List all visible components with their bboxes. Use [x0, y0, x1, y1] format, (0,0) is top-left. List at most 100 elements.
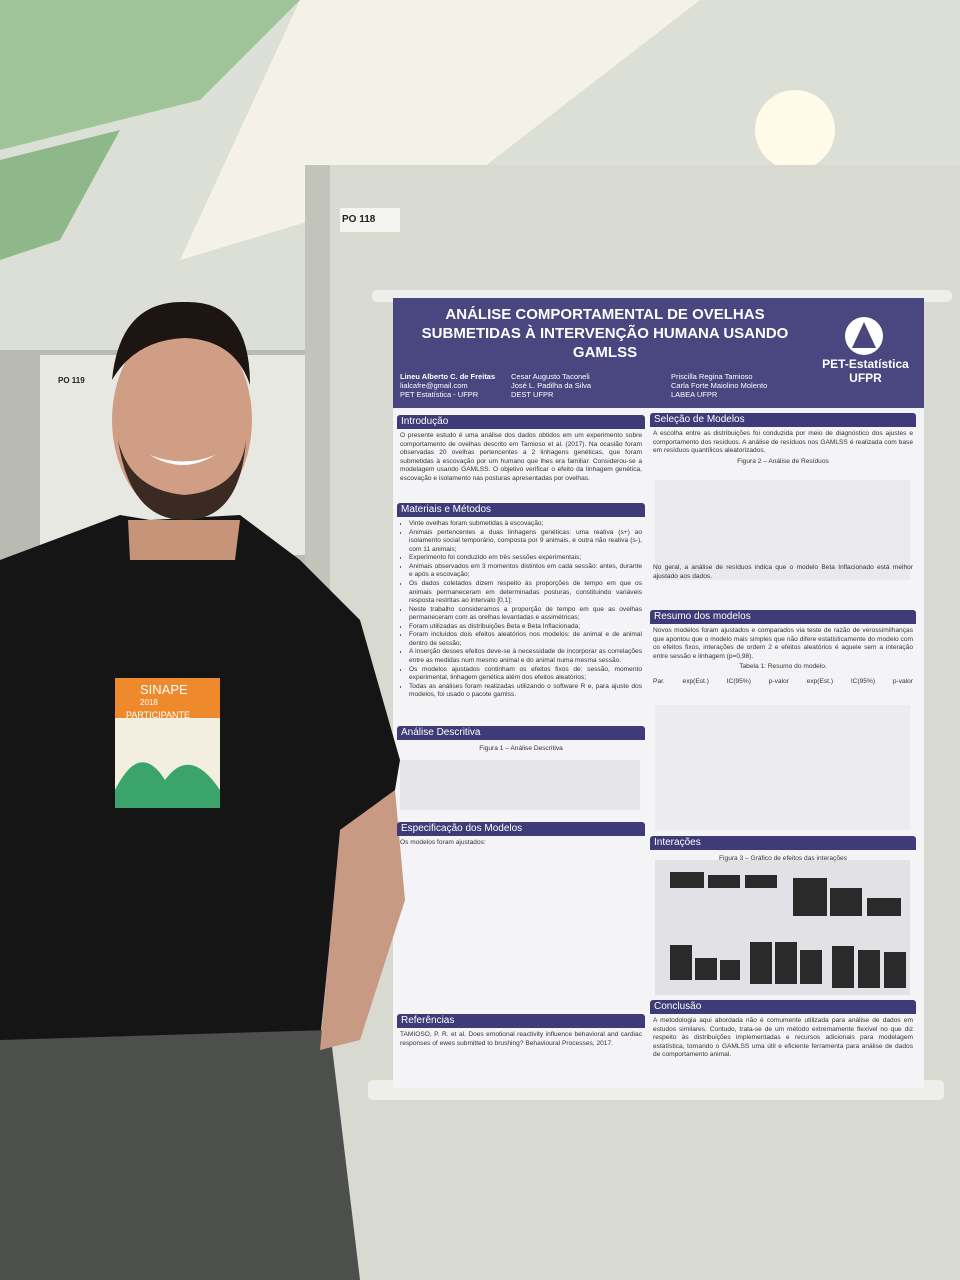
column-header: p-valor: [768, 677, 789, 685]
face: [112, 322, 252, 518]
paragraph: No geral, a análise de resíduos indica q…: [653, 564, 913, 580]
bar: [793, 878, 827, 916]
smile: [150, 455, 215, 465]
hair: [112, 301, 250, 385]
caption: Figura 2 – Análise de Resíduos: [737, 457, 829, 465]
section-heading: Interações: [650, 836, 916, 850]
section-heading: Materiais e Métodos: [397, 503, 645, 517]
bar: [670, 872, 704, 888]
bullet: A inserção desses efeitos deve-se à nece…: [409, 648, 642, 665]
bar: [800, 950, 822, 984]
badge-year: 2018: [140, 698, 158, 707]
section-heading: Introdução: [397, 415, 645, 429]
caption: Figura 1 – Análise Descritiva: [479, 745, 563, 752]
bar: [775, 942, 797, 984]
arm: [320, 790, 405, 1050]
bar: [830, 888, 862, 916]
column-header: exp(Est.): [806, 677, 834, 685]
bar: [832, 946, 854, 988]
section-heading: Resumo dos modelos: [650, 610, 916, 624]
section-body: A escolha entre as distribuições foi con…: [653, 430, 913, 620]
section-heading: Análise Descritiva: [397, 726, 645, 740]
section-heading: Referências: [397, 1014, 645, 1028]
author-line: Cesar Augusto Taconeli: [511, 372, 590, 381]
section-body: Figura 3 – Gráfico de efeitos das intera…: [653, 853, 913, 1011]
paragraph: Os modelos foram ajustados:: [400, 839, 486, 846]
author-line: lialcafre@gmail.com: [400, 381, 468, 390]
beard: [118, 440, 246, 520]
author-line: Lineu Alberto C. de Freitas: [400, 372, 496, 381]
label-card: [340, 208, 400, 232]
author-line: DEST UFPR: [511, 390, 554, 399]
bullet: Os dados coletados dizem respeito às pro…: [409, 580, 642, 606]
trousers: [0, 1030, 360, 1280]
bullet: Foram utilizadas as distribuições Beta e…: [409, 623, 642, 632]
table-header: Par. exp(Est.) IC(95%) p-valor exp(Est.) IC(9…: [653, 678, 913, 687]
section-heading: Seleção de Modelos: [650, 413, 916, 427]
bullet: Experimento foi conduzido em três sessõe…: [409, 554, 642, 563]
figure: [655, 480, 910, 580]
logo-name: PET-Estatística: [822, 357, 909, 371]
bar: [708, 875, 740, 888]
section-body: Novos modelos foram ajustados e comparad…: [653, 627, 913, 847]
author-line: José L. Padilha da Silva: [511, 381, 592, 390]
logo-mark: [852, 322, 876, 348]
bullet: Os modelos ajustados continham os efeito…: [409, 666, 642, 683]
author-line: PET Estatística - UFPR: [400, 390, 479, 399]
section-body: Figura 1 – Análise Descritiva: [400, 743, 642, 831]
caption: Figura 3 – Gráfico de efeitos das intera…: [719, 855, 847, 862]
badge-role: PARTICIPANTE: [126, 710, 191, 720]
figure: [400, 760, 640, 810]
bar: [867, 898, 901, 916]
caption: Tabela 1: Resumo do modelo.: [739, 663, 827, 671]
section-body: TAMIOSO, P. R. et al. Does emotional rea…: [400, 1031, 642, 1091]
ceiling-panel: [0, 0, 300, 150]
paragraph: O presente estudo é uma análise dos dado…: [400, 432, 642, 482]
paragraph: Novos modelos foram ajustados e comparad…: [653, 627, 913, 660]
bar: [858, 950, 880, 988]
bullet: Todas as análises foram realizadas utili…: [409, 683, 642, 700]
table: [655, 705, 910, 830]
bullet: Vinte ovelhas foram submetidas à escovaç…: [409, 520, 642, 529]
bullet: Neste trabalho consideramos a proporção …: [409, 606, 642, 623]
paragraph: TAMIOSO, P. R. et al. Does emotional rea…: [400, 1031, 642, 1047]
lamp: [755, 90, 835, 170]
badge-header: [115, 678, 220, 718]
ceiling-panel: [0, 130, 120, 260]
paragraph: A metodologia aqui abordada não é comume…: [653, 1017, 913, 1059]
section-body: Vinte ovelhas foram submetidas à escovaç…: [400, 520, 642, 735]
bullet: Foram incluídos dois efeitos aleatórios …: [409, 631, 642, 648]
bar: [720, 960, 740, 980]
bullet-list: Vinte ovelhas foram submetidas à escovaç…: [400, 520, 642, 700]
section-heading: Conclusão: [650, 1000, 916, 1014]
column-header: IC(95%): [726, 677, 751, 685]
bar: [750, 942, 772, 984]
paragraph: A escolha entre as distribuições foi con…: [653, 430, 913, 455]
neck: [128, 520, 240, 560]
author-line: Carla Forte Maiolino Molento: [671, 381, 768, 390]
badge-event: SINAPE: [140, 682, 188, 697]
bullet: Animais pertencentes a duas linhagens ge…: [409, 529, 642, 555]
bullet: Animais observados em 3 momentos distint…: [409, 563, 642, 580]
badge-art: [115, 762, 220, 808]
poster-header: [393, 298, 924, 408]
section-body: O presente estudo é uma análise dos dado…: [400, 432, 642, 512]
bars: [670, 872, 906, 988]
logo-org: UFPR: [849, 371, 882, 385]
column-header: Par.: [653, 677, 665, 685]
section-body: A metodologia aqui abordada não é comume…: [653, 1017, 913, 1102]
bar: [670, 945, 692, 980]
section-body: Os modelos foram ajustados:: [400, 839, 642, 1024]
section-heading: Especificação dos Modelos: [397, 822, 645, 836]
bar: [745, 875, 777, 888]
booth-label: PO 118: [342, 214, 376, 225]
column-header: p-valor: [892, 677, 913, 685]
poster-title: ANÁLISE COMPORTAMENTAL DE OVELHAS SUBMET…: [421, 306, 789, 361]
bar: [695, 958, 717, 980]
column-header: exp(Est.): [682, 677, 709, 685]
bar: [884, 952, 906, 988]
booth-label: PO 119: [58, 376, 85, 385]
author-line: Priscilla Regina Tamioso: [671, 372, 753, 381]
